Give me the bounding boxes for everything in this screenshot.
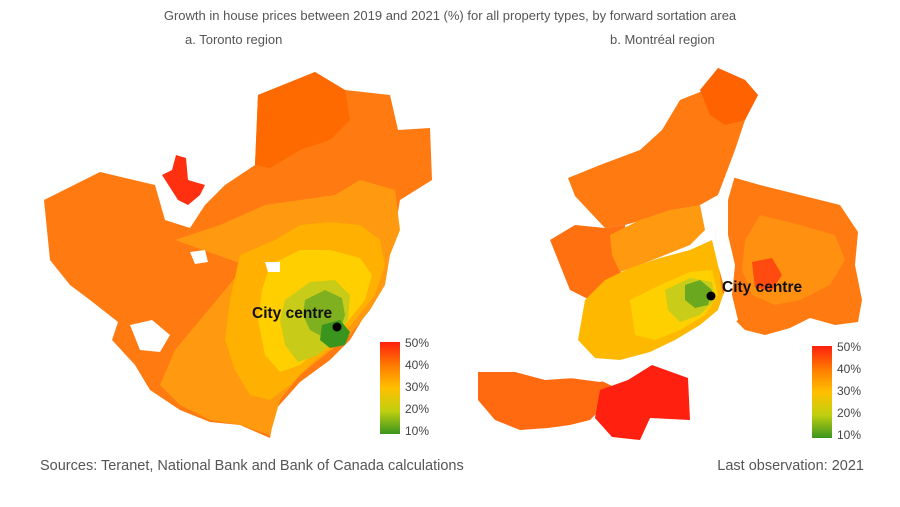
toronto-map — [44, 72, 432, 438]
sources-note: Sources: Teranet, National Bank and Bank… — [40, 458, 464, 474]
montreal-red-south — [595, 365, 690, 440]
toronto-legend: 50% 40% 30% 20% 10% — [380, 336, 429, 438]
toronto-gap-3 — [265, 262, 280, 272]
montreal-legend-tick-50: 50% — [837, 340, 861, 354]
montreal-core-green — [685, 280, 712, 308]
montreal-legend-bar — [812, 346, 832, 438]
montreal-southwest-area — [478, 372, 630, 430]
montreal-subtitle: b. Montréal region — [610, 32, 715, 47]
toronto-gap-2 — [190, 250, 208, 264]
chart-title: Growth in house prices between 2019 and … — [163, 8, 737, 23]
toronto-core-zone — [320, 320, 350, 348]
toronto-city-centre-marker — [332, 322, 342, 332]
toronto-legend-tick-40: 40% — [405, 358, 429, 372]
toronto-legend-tick-30: 30% — [405, 380, 429, 394]
montreal-south-shore-red — [752, 258, 782, 290]
montreal-legend-tick-20: 20% — [837, 406, 861, 420]
last-observation-note: Last observation: 2021 — [717, 458, 864, 474]
toronto-legend-tick-50: 50% — [405, 336, 429, 350]
montreal-city-centre-label: City centre — [722, 279, 802, 296]
montreal-legend-tick-40: 40% — [837, 362, 861, 376]
montreal-city-centre-marker — [706, 291, 716, 301]
montreal-legend-tick-10: 10% — [837, 428, 861, 442]
toronto-north-zone — [255, 72, 350, 168]
montreal-river — [715, 150, 740, 330]
toronto-red-zone — [162, 155, 205, 205]
montreal-legend-tick-30: 30% — [837, 384, 861, 398]
montreal-map — [478, 68, 862, 440]
montreal-north-dark — [700, 68, 758, 125]
toronto-legend-tick-10: 10% — [405, 424, 429, 438]
toronto-legend-bar — [380, 342, 400, 434]
montreal-legend: 50% 40% 30% 20% 10% — [812, 340, 861, 442]
toronto-gap-1 — [130, 320, 170, 352]
montreal-river-south — [550, 352, 660, 382]
toronto-legend-tick-20: 20% — [405, 402, 429, 416]
montreal-laval — [610, 205, 705, 272]
toronto-city-centre-label: City centre — [252, 305, 332, 322]
toronto-subtitle: a. Toronto region — [185, 32, 283, 47]
